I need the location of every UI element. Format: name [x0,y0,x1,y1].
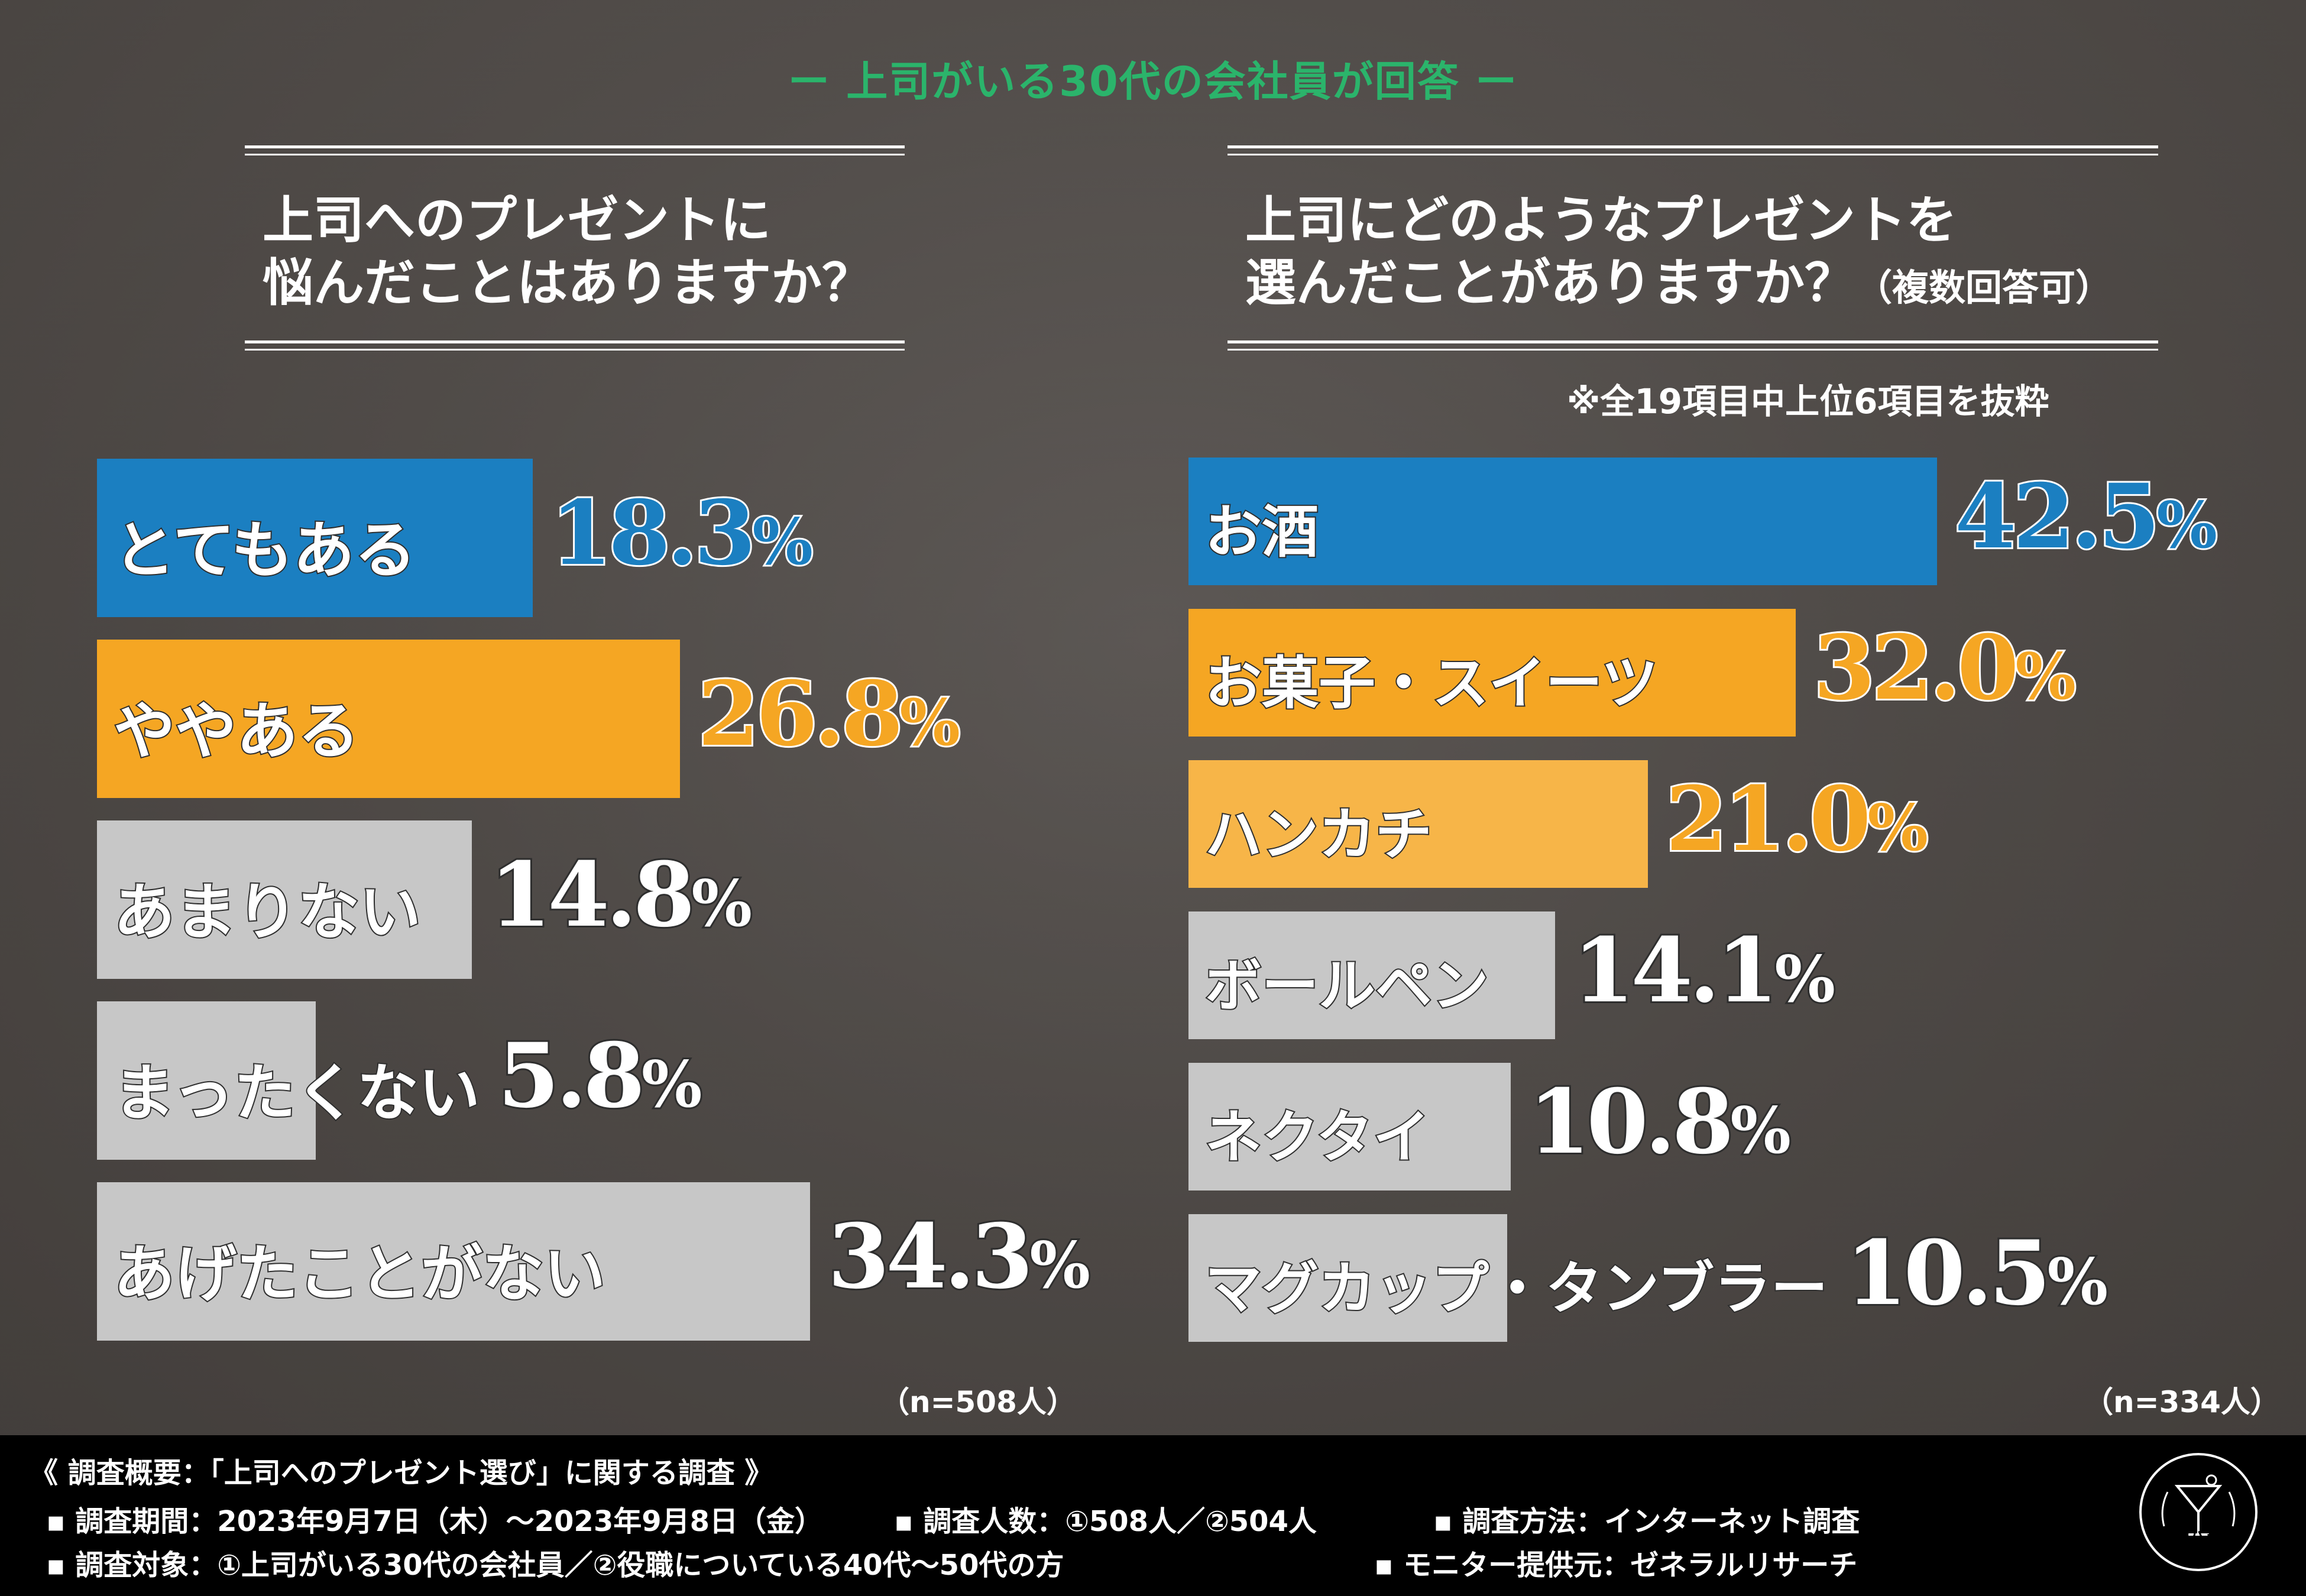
bar-value-unit: % [750,503,815,581]
bar-value-label: 34.3% [826,1203,1092,1310]
bar-value-number: 18.3 [549,479,757,587]
bar-category-label: まったくない [112,1055,481,1130]
bar-value-unit: % [640,1046,704,1124]
right-question-title: 上司にどのようなプレゼントを 選んだことがありますか？（複数回答可） [1245,189,2112,319]
bar-value-number: 34.3 [826,1203,1035,1310]
logo-text: #酒ハック [2161,1529,2236,1546]
chart-bar [1188,1063,1511,1190]
chart-bar [1188,911,1555,1039]
bar-category-label: ハンカチ [1204,800,1433,869]
bar-category-label: お菓子・スイーツ [1204,648,1659,718]
chart-bar [1188,1214,1507,1342]
chart-bar [1188,458,1937,585]
question-line: 選んだことがありますか？（複数回答可） [1245,252,2112,319]
question-line-text: 選んだことがありますか？ [1245,253,1855,313]
bar-value-unit: % [2155,486,2219,565]
bar-category-label: マグカップ・タンブラー [1204,1254,1829,1323]
bar-value-label: 42.5% [1953,463,2219,570]
header-title: ー 上司がいる30代の会社員が回答 ー [788,57,1518,106]
bar-category-label: お酒 [1204,497,1320,566]
survey-target: ▪ 調査対象：①上司がいる30代の会社員／②役職についている40代～50代の方 [46,1549,1064,1582]
bar-value-unit: % [1773,940,1837,1018]
chart-bar [97,459,533,617]
divider [1228,145,2158,148]
bar-value-unit: % [1728,1092,1793,1170]
bar-value-number: 32.0 [1812,614,2020,722]
bar-value-number: 26.8 [696,660,905,768]
chart-bar [1188,760,1648,888]
bar-value-label: 14.8% [488,841,754,949]
bar-value-number: 14.8 [488,841,697,949]
bar-category-label: ややある [112,693,361,768]
question-line: 上司にどのようなプレゼントを [1245,190,1957,250]
chart-bar [1188,609,1796,737]
divider [1228,340,2158,343]
question-subnote: （複数回答可） [1855,266,2113,309]
survey-title: 《 調査概要：「上司へのプレゼント選び」に関する調査 》 [30,1456,773,1490]
bar-category-label: あまりない [112,874,422,949]
survey-period: ▪ 調査期間：2023年9月7日（木）～2023年9月8日（金） [46,1505,824,1538]
chart-bar [97,640,680,798]
right-sample-size: （n=334人） [2084,1385,2280,1419]
left-sample-size: （n=508人） [880,1385,1076,1419]
question-line: 悩んだことはありますか？ [263,253,873,313]
bar-value-unit: % [1028,1227,1092,1305]
divider [1228,349,2158,351]
bar-value-number: 14.1 [1571,917,1780,1024]
survey-footer: 《 調査概要：「上司へのプレゼント選び」に関する調査 》 ▪ 調査期間：2023… [0,1435,2306,1596]
right-question-box: 上司にどのようなプレゼントを 選んだことがありますか？（複数回答可） [1228,145,2158,352]
logo: #酒ハック [2139,1453,2258,1571]
left-question-title: 上司へのプレゼントに 悩んだことはありますか？ [263,189,873,314]
extraction-note: ※全19項目中上位6項目を抜粋 [1567,381,2049,421]
bar-value-label: 14.1% [1571,917,1837,1024]
left-question-box: 上司へのプレゼントに 悩んだことはありますか？ [245,145,905,352]
bar-value-label: 18.3% [549,479,815,587]
bar-value-number: 10.5 [1844,1219,2052,1327]
bar-value-unit: % [2045,1243,2110,1321]
divider [245,154,905,155]
survey-method: ▪ 調査方法：インターネット調査 [1433,1505,1860,1538]
bar-value-label: 5.8% [496,1022,704,1130]
bar-category-label: あげたことがない [112,1236,607,1311]
bar-value-label: 21.0% [1664,765,1930,873]
divider [245,340,905,343]
bar-category-label: とてもある [112,512,417,588]
chart-bar [97,1001,316,1160]
bar-value-unit: % [689,865,754,943]
bar-category-label: ネクタイ [1204,1102,1431,1172]
bar-value-unit: % [2013,638,2078,716]
bar-value-label: 10.8% [1527,1068,1793,1176]
bar-value-number: 5.8 [496,1022,647,1130]
divider [245,145,905,148]
bar-value-unit: % [898,684,962,762]
divider [1228,154,2158,155]
chart-bar [97,1182,810,1341]
bar-value-number: 42.5 [1953,463,2162,570]
bar-value-label: 10.5% [1844,1219,2110,1327]
chart-bar [97,820,472,979]
bar-category-label: ボールペン [1204,951,1490,1020]
bar-value-number: 10.8 [1527,1068,1735,1176]
bar-value-number: 21.0 [1664,765,1873,873]
bar-value-unit: % [1865,789,1930,867]
cocktail-glass-icon [2161,1474,2236,1536]
divider [245,349,905,351]
survey-people: ▪ 調査人数：①508人／②504人 [894,1505,1317,1538]
bar-value-label: 26.8% [696,660,962,768]
survey-provider: ▪ モニター提供元：ゼネラルリサーチ [1374,1549,1858,1582]
question-line: 上司へのプレゼントに [263,190,771,250]
bar-value-label: 32.0% [1812,614,2078,722]
